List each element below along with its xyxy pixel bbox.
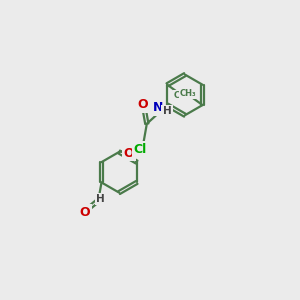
Text: O: O bbox=[80, 206, 90, 219]
Text: CH₃: CH₃ bbox=[180, 89, 196, 98]
Text: O: O bbox=[123, 147, 134, 160]
Text: H: H bbox=[96, 194, 105, 204]
Text: CH₃: CH₃ bbox=[174, 91, 190, 100]
Text: O: O bbox=[137, 98, 148, 111]
Text: N: N bbox=[153, 101, 163, 114]
Text: Cl: Cl bbox=[134, 143, 147, 156]
Text: H: H bbox=[163, 106, 171, 116]
